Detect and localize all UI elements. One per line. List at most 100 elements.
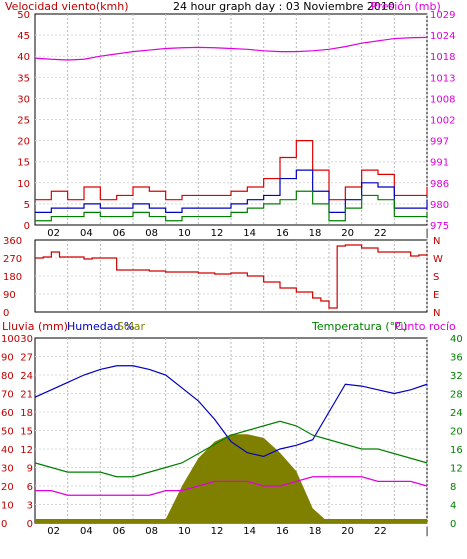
humidity-tick-label: 30 — [1, 464, 14, 475]
temperature-humidity-panel: 0102030405060708090100036912151821242730… — [1, 334, 463, 530]
temperature-axis-label: Temperatura (°C) — [311, 320, 407, 333]
humidity-tick-label: 80 — [1, 371, 14, 382]
x-tick-label-top: 02 — [47, 228, 60, 239]
wind-tick-label: 40 — [17, 52, 30, 63]
pressure-tick-label: 991 — [430, 158, 449, 169]
pressure-tick-label: 1029 — [430, 10, 455, 21]
pressure-tick-label: 1024 — [430, 31, 455, 42]
series-line-punto-rocío — [35, 476, 428, 496]
x-tick-label-top: 16 — [276, 228, 289, 239]
x-tick-label-top: 10 — [178, 228, 191, 239]
solar-axis-label: Solar — [117, 320, 146, 333]
x-tick-label-top: | — [425, 228, 428, 239]
humidity-tick-label: 90 — [1, 353, 14, 364]
temperature-tick-label: 24 — [450, 408, 463, 419]
series-line-direction — [35, 244, 427, 309]
temperature-tick-label: 36 — [450, 353, 463, 364]
x-tick-label-top: 20 — [341, 228, 354, 239]
wind-tick-label: 45 — [17, 31, 30, 42]
x-tick-label-bottom: 20 — [341, 526, 354, 537]
dewpoint-axis-label: Punto rocío — [394, 320, 456, 333]
pressure-tick-label: 1008 — [430, 94, 455, 105]
temperature-tick-label: 8 — [450, 482, 456, 493]
direction-tick-label: 360 — [3, 236, 22, 247]
humidity-tick-label: 40 — [1, 445, 14, 456]
x-tick-label-bottom: 02 — [47, 526, 60, 537]
wind-tick-label: 30 — [17, 94, 30, 105]
series-line-mínimo — [35, 190, 428, 222]
series-line-presión — [34, 36, 428, 61]
wind-tick-label: 35 — [17, 73, 30, 84]
pressure-tick-label: 1013 — [430, 73, 455, 84]
temperature-tick-label: 4 — [450, 501, 456, 512]
series-area-solar — [35, 434, 427, 523]
rain-tick-label: 21 — [20, 390, 33, 401]
x-tick-label-bottom: 04 — [80, 526, 93, 537]
x-tick-label-top: 06 — [113, 228, 126, 239]
rain-tick-label: 0 — [27, 519, 33, 530]
temperature-tick-label: 12 — [450, 464, 463, 475]
x-tick-label-top: 08 — [145, 228, 158, 239]
wind-tick-label: 5 — [24, 200, 30, 211]
wind-tick-label: 50 — [17, 10, 30, 21]
rain-tick-label: 24 — [20, 371, 33, 382]
pressure-tick-label: 1002 — [430, 116, 455, 127]
series-line-velocidad-viento — [35, 140, 428, 201]
x-tick-label-top: 18 — [309, 228, 322, 239]
humidity-tick-label: 50 — [1, 427, 14, 438]
direction-tick-label: 0 — [3, 308, 9, 319]
series-line-media — [35, 169, 428, 213]
humidity-tick-label: 70 — [1, 390, 14, 401]
x-tick-label-top: 12 — [211, 228, 224, 239]
x-tick-label-bottom: 10 — [178, 526, 191, 537]
x-tick-label-bottom: 14 — [243, 526, 256, 537]
pressure-tick-label: 986 — [430, 179, 449, 190]
direction-tick-label: 180 — [3, 272, 22, 283]
x-tick-label-bottom: 22 — [374, 526, 387, 537]
x-tick-label-bottom: 16 — [276, 526, 289, 537]
x-tick-label-top: 04 — [80, 228, 93, 239]
x-tick-label-bottom: 08 — [145, 526, 158, 537]
pressure-tick-label: 980 — [430, 200, 449, 211]
temperature-tick-label: 40 — [450, 334, 463, 345]
rain-tick-label: 27 — [20, 353, 33, 364]
temperature-tick-label: 0 — [450, 519, 456, 530]
rain-tick-label: 9 — [27, 464, 33, 475]
compass-tick-label: N — [433, 236, 440, 247]
rain-tick-label: 18 — [20, 408, 33, 419]
temperature-tick-label: 32 — [450, 371, 463, 382]
x-tick-label-top: 14 — [243, 228, 256, 239]
solar-baseline-band — [35, 519, 427, 523]
rain-tick-label: 15 — [20, 427, 33, 438]
direction-tick-label: 90 — [3, 290, 16, 301]
wind-tick-label: 25 — [17, 116, 30, 127]
humidity-tick-label: 10 — [1, 501, 14, 512]
x-tick-label-bottom: | — [425, 526, 428, 537]
rain-axis-label: Lluvia (mm) — [2, 320, 68, 333]
direction-tick-label: 270 — [3, 254, 22, 265]
rain-tick-label: 30 — [20, 334, 33, 345]
humidity-tick-label: 0 — [1, 519, 7, 530]
wind-pressure-panel: 0 5 10 15 20 25 30 35 40 45 50 975 980 986 991 997 1002 1… — [17, 10, 455, 232]
compass-tick-label: W — [433, 254, 443, 265]
x-tick-label-bottom: 18 — [309, 526, 322, 537]
pressure-tick-label: 997 — [430, 137, 449, 148]
wind-tick-label: 15 — [17, 158, 30, 169]
humidity-tick-label: 20 — [1, 482, 14, 493]
rain-tick-label: 6 — [27, 482, 33, 493]
wind-tick-label: 10 — [17, 179, 30, 190]
series-line-temperatura — [34, 420, 428, 478]
temperature-tick-label: 20 — [450, 427, 463, 438]
compass-tick-label: N — [433, 308, 440, 319]
x-tick-label-bottom: 06 — [113, 526, 126, 537]
compass-tick-label: E — [433, 290, 439, 301]
humidity-axis-label: Humedad % — [67, 320, 134, 333]
temperature-tick-label: 16 — [450, 445, 463, 456]
pressure-tick-label: 1018 — [430, 52, 455, 63]
humidity-tick-label: 100 — [1, 334, 20, 345]
series-line-humedad — [34, 365, 428, 458]
pressure-tick-label: 975 — [430, 221, 449, 232]
x-tick-label-bottom: 12 — [211, 526, 224, 537]
